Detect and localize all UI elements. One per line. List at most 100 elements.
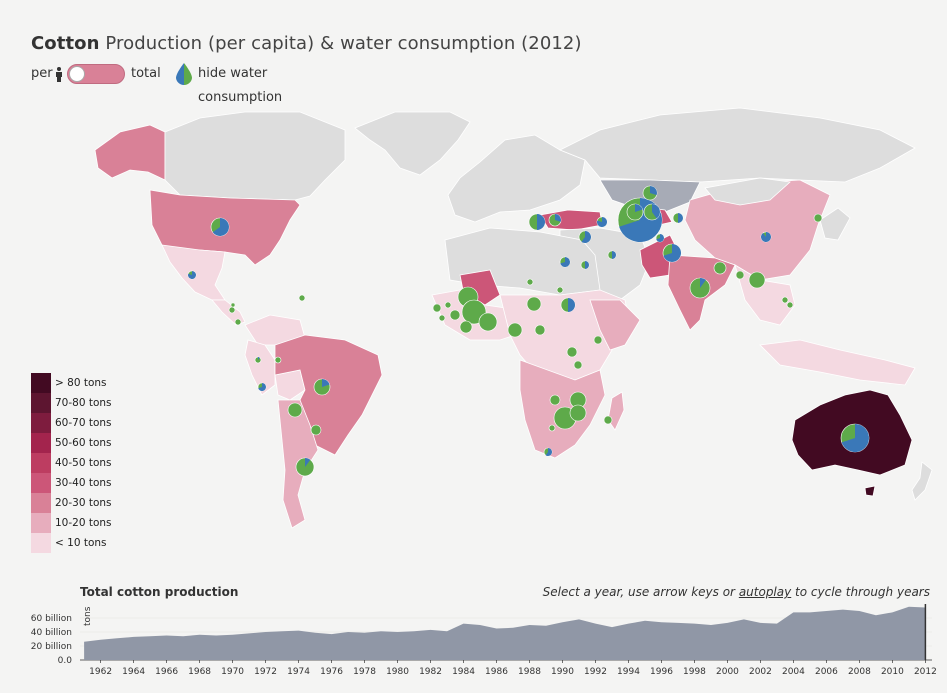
- water-pie[interactable]: [642, 185, 658, 201]
- water-pie[interactable]: [228, 306, 236, 314]
- water-pie[interactable]: [548, 213, 562, 227]
- water-pie[interactable]: [444, 301, 452, 309]
- region-japan-korea[interactable]: [819, 207, 851, 241]
- water-pie[interactable]: [254, 356, 262, 364]
- timeline-x-tick[interactable]: 2000: [716, 667, 739, 677]
- water-pie[interactable]: [432, 303, 442, 313]
- water-pie[interactable]: [543, 447, 553, 457]
- water-pie[interactable]: [438, 314, 446, 322]
- water-pie[interactable]: [569, 404, 587, 422]
- timeline-x-tick[interactable]: 1970: [221, 667, 244, 677]
- water-pie[interactable]: [593, 335, 603, 345]
- country-mongolia[interactable]: [704, 177, 791, 206]
- country-peru-ecuador[interactable]: [244, 339, 276, 396]
- timeline-area[interactable]: [84, 606, 926, 660]
- timeline-x-tick[interactable]: 1978: [353, 667, 376, 677]
- timeline-x-tick[interactable]: 1962: [89, 667, 112, 677]
- water-pie[interactable]: [643, 203, 661, 221]
- autoplay-link[interactable]: autoplay: [738, 585, 792, 599]
- country-brazil[interactable]: [274, 334, 383, 456]
- water-pie[interactable]: [549, 394, 561, 406]
- timeline-x-tick[interactable]: 2010: [881, 667, 904, 677]
- country-alaska[interactable]: [94, 124, 166, 181]
- water-pie[interactable]: [210, 217, 230, 237]
- timeline-x-tick[interactable]: 1986: [485, 667, 508, 677]
- water-pie[interactable]: [310, 424, 322, 436]
- country-greenland[interactable]: [354, 111, 471, 176]
- timeline-x-tick[interactable]: 2002: [749, 667, 772, 677]
- water-pie[interactable]: [560, 297, 576, 313]
- timeline-x-tick[interactable]: 2012: [914, 667, 937, 677]
- toggle-knob[interactable]: [69, 66, 85, 82]
- water-pie[interactable]: [298, 294, 306, 302]
- water-pie[interactable]: [526, 278, 534, 286]
- water-pie[interactable]: [287, 402, 303, 418]
- timeline-x-tick[interactable]: 1974: [287, 667, 310, 677]
- water-drop-icon[interactable]: [175, 62, 193, 86]
- region-east-africa[interactable]: [589, 299, 641, 351]
- country-russia[interactable]: [559, 107, 916, 183]
- timeline-x-tick[interactable]: 1988: [518, 667, 541, 677]
- region-central-america[interactable]: [211, 299, 246, 326]
- water-pie[interactable]: [187, 270, 197, 280]
- hide-water-toggle[interactable]: hide water consumption: [198, 66, 283, 105]
- water-pie[interactable]: [607, 250, 617, 260]
- water-pie[interactable]: [748, 271, 766, 289]
- country-canada[interactable]: [164, 111, 346, 201]
- timeline-x-tick[interactable]: 1968: [188, 667, 211, 677]
- water-pie[interactable]: [573, 360, 583, 370]
- water-pie[interactable]: [528, 213, 546, 231]
- water-pie[interactable]: [313, 378, 331, 396]
- water-pie[interactable]: [578, 230, 592, 244]
- per-capita-label[interactable]: per: [31, 66, 53, 81]
- water-pie[interactable]: [230, 302, 236, 308]
- water-pie[interactable]: [548, 424, 556, 432]
- water-pie[interactable]: [786, 301, 794, 309]
- timeline-x-tick[interactable]: 2008: [848, 667, 871, 677]
- water-pie[interactable]: [534, 324, 546, 336]
- timeline-x-tick[interactable]: 1976: [320, 667, 343, 677]
- region-indonesia[interactable]: [759, 339, 916, 386]
- water-pie[interactable]: [781, 296, 789, 304]
- water-pie[interactable]: [760, 231, 772, 243]
- timeline-x-tick[interactable]: 1996: [650, 667, 673, 677]
- water-pie[interactable]: [526, 296, 542, 312]
- timeline-x-tick[interactable]: 1994: [617, 667, 640, 677]
- country-madagascar[interactable]: [607, 391, 625, 431]
- water-pie[interactable]: [662, 243, 682, 263]
- country-tasmania[interactable]: [864, 485, 876, 497]
- water-pie[interactable]: [257, 382, 267, 392]
- timeline-x-tick[interactable]: 1984: [452, 667, 475, 677]
- timeline-x-tick[interactable]: 2004: [782, 667, 805, 677]
- water-pie[interactable]: [459, 320, 473, 334]
- total-label[interactable]: total: [131, 66, 161, 81]
- water-pie[interactable]: [813, 213, 823, 223]
- water-pie[interactable]: [689, 277, 711, 299]
- water-pie[interactable]: [840, 423, 870, 453]
- water-pie[interactable]: [559, 256, 571, 268]
- water-pie[interactable]: [478, 312, 498, 332]
- water-pie[interactable]: [626, 203, 644, 221]
- timeline-x-tick[interactable]: 1964: [122, 667, 145, 677]
- country-new-zealand[interactable]: [911, 461, 933, 501]
- timeline-x-tick[interactable]: 1972: [254, 667, 277, 677]
- water-pie[interactable]: [596, 216, 608, 228]
- timeline-x-tick[interactable]: 1980: [386, 667, 409, 677]
- timeline-x-tick[interactable]: 2006: [815, 667, 838, 677]
- water-pie[interactable]: [603, 415, 613, 425]
- water-pie[interactable]: [295, 457, 315, 477]
- water-pie[interactable]: [449, 309, 461, 321]
- water-pie[interactable]: [274, 356, 282, 364]
- water-pie[interactable]: [713, 261, 727, 275]
- timeline-x-tick[interactable]: 1966: [155, 667, 178, 677]
- water-pie[interactable]: [735, 270, 745, 280]
- water-pie[interactable]: [566, 346, 578, 358]
- water-pie[interactable]: [234, 318, 242, 326]
- timeline-x-tick[interactable]: 1990: [551, 667, 574, 677]
- per-total-toggle[interactable]: [67, 64, 125, 84]
- water-pie[interactable]: [580, 260, 590, 270]
- timeline-x-tick[interactable]: 1992: [584, 667, 607, 677]
- timeline-x-tick[interactable]: 1982: [419, 667, 442, 677]
- water-pie[interactable]: [655, 233, 665, 243]
